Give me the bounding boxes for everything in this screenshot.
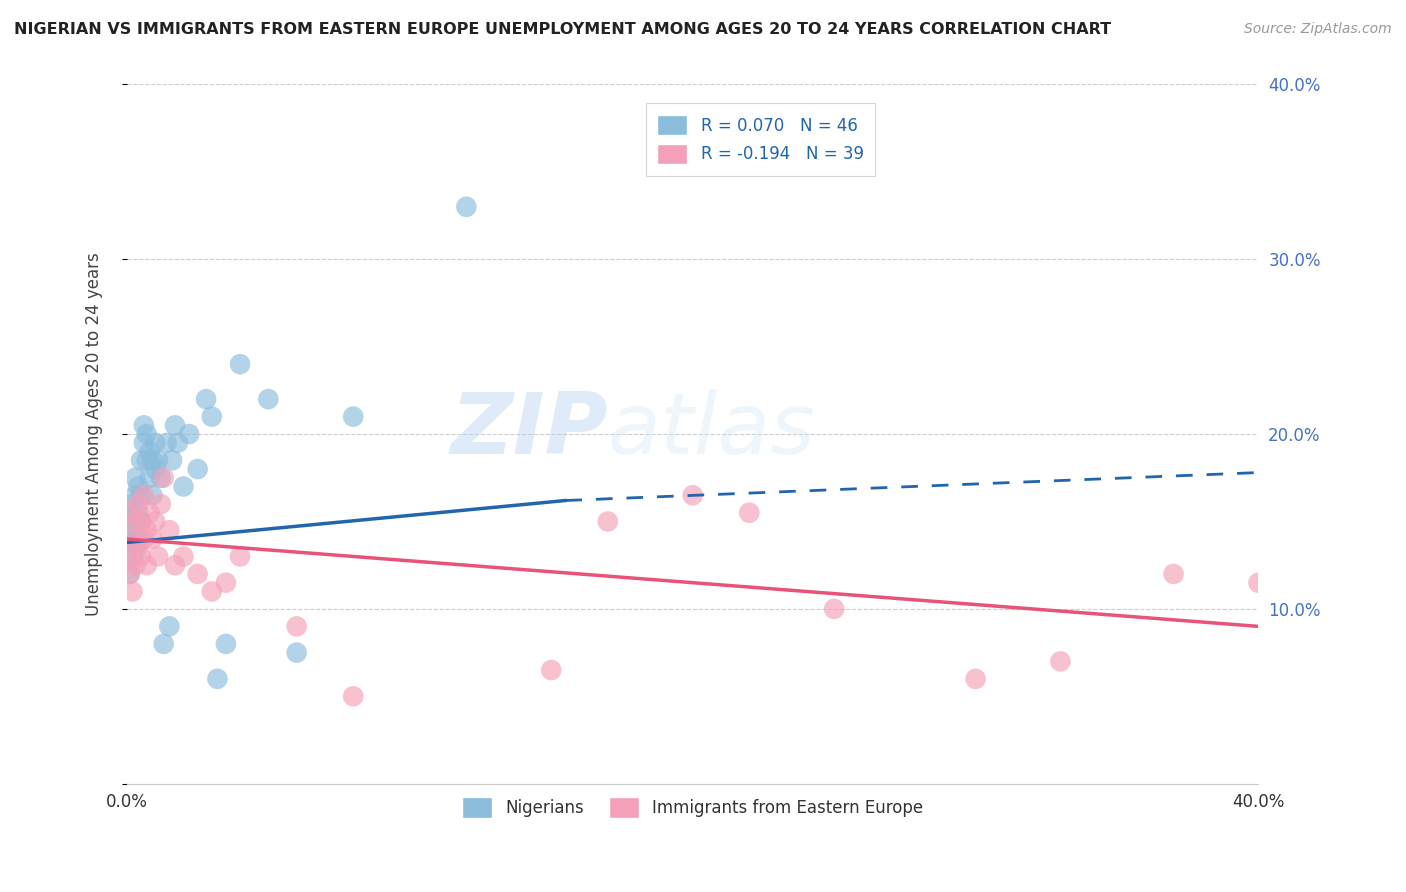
Point <box>118 566 141 581</box>
Point <box>342 690 364 704</box>
Point <box>155 435 177 450</box>
Point <box>135 453 157 467</box>
Point <box>118 532 141 546</box>
Y-axis label: Unemployment Among Ages 20 to 24 years: Unemployment Among Ages 20 to 24 years <box>86 252 103 616</box>
Text: NIGERIAN VS IMMIGRANTS FROM EASTERN EUROPE UNEMPLOYMENT AMONG AGES 20 TO 24 YEAR: NIGERIAN VS IMMIGRANTS FROM EASTERN EURO… <box>14 22 1111 37</box>
Point <box>257 392 280 406</box>
Point <box>342 409 364 424</box>
Point <box>143 515 166 529</box>
Point <box>1049 654 1071 668</box>
Point <box>121 549 143 564</box>
Point <box>201 409 224 424</box>
Point <box>146 453 169 467</box>
Point <box>124 515 146 529</box>
Point <box>195 392 218 406</box>
Point <box>118 506 141 520</box>
Point <box>215 575 238 590</box>
Point <box>187 566 209 581</box>
Point <box>132 418 155 433</box>
Point <box>129 488 152 502</box>
Point <box>127 532 149 546</box>
Point <box>229 357 252 371</box>
Point <box>138 506 160 520</box>
Point <box>124 541 146 555</box>
Point <box>152 637 174 651</box>
Point <box>141 453 163 467</box>
Point <box>141 488 163 502</box>
Point <box>135 427 157 442</box>
Point <box>285 646 308 660</box>
Point <box>163 418 186 433</box>
Point <box>187 462 209 476</box>
Point <box>160 453 183 467</box>
Point <box>146 549 169 564</box>
Point <box>149 471 172 485</box>
Point <box>152 471 174 485</box>
Point <box>124 471 146 485</box>
Point <box>118 506 141 520</box>
Point <box>127 479 149 493</box>
Point <box>823 602 845 616</box>
Point <box>121 584 143 599</box>
Point <box>179 427 201 442</box>
Point <box>166 435 188 450</box>
Point <box>285 619 308 633</box>
Point <box>138 444 160 458</box>
Point <box>215 637 238 651</box>
Point <box>127 541 149 555</box>
Point <box>141 532 163 546</box>
Point <box>1163 566 1185 581</box>
Point <box>121 523 143 537</box>
Legend: Nigerians, Immigrants from Eastern Europe: Nigerians, Immigrants from Eastern Europ… <box>456 790 931 824</box>
Point <box>121 532 143 546</box>
Point <box>118 549 141 564</box>
Point <box>540 663 562 677</box>
Point <box>173 549 195 564</box>
Point <box>456 200 478 214</box>
Point <box>173 479 195 493</box>
Point <box>738 506 761 520</box>
Point <box>129 549 152 564</box>
Point <box>118 566 141 581</box>
Point <box>135 558 157 573</box>
Point <box>1247 575 1270 590</box>
Point <box>207 672 229 686</box>
Point <box>143 435 166 450</box>
Point <box>132 532 155 546</box>
Point <box>138 471 160 485</box>
Point <box>157 523 180 537</box>
Point <box>127 497 149 511</box>
Point <box>149 497 172 511</box>
Point <box>157 619 180 633</box>
Point <box>129 515 152 529</box>
Text: atlas: atlas <box>607 389 815 472</box>
Point <box>201 584 224 599</box>
Point <box>129 515 152 529</box>
Point <box>132 488 155 502</box>
Point <box>127 506 149 520</box>
Point <box>124 558 146 573</box>
Point <box>124 515 146 529</box>
Text: ZIP: ZIP <box>450 389 607 472</box>
Point <box>163 558 186 573</box>
Point <box>229 549 252 564</box>
Text: Source: ZipAtlas.com: Source: ZipAtlas.com <box>1244 22 1392 37</box>
Point <box>121 497 143 511</box>
Point <box>965 672 987 686</box>
Point <box>132 435 155 450</box>
Point <box>682 488 704 502</box>
Point <box>135 523 157 537</box>
Point <box>596 515 619 529</box>
Point <box>129 453 152 467</box>
Point <box>143 462 166 476</box>
Point <box>124 488 146 502</box>
